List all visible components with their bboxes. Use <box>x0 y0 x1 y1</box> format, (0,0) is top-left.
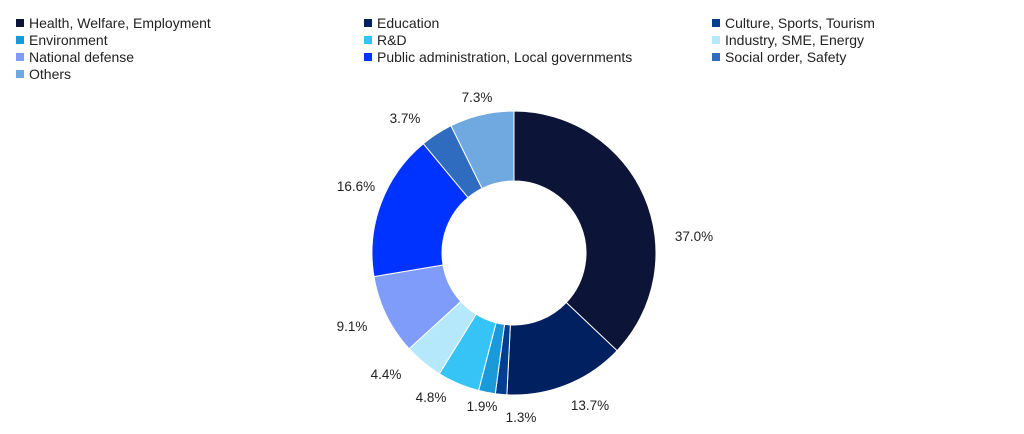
legend-item: Culture, Sports, Tourism <box>712 15 875 31</box>
legend-swatch <box>364 36 372 44</box>
legend-swatch <box>712 36 720 44</box>
legend-swatch <box>16 53 24 61</box>
legend-swatch <box>16 70 24 78</box>
legend-label: National defense <box>29 49 135 65</box>
legend-label: Public administration, Local governments <box>377 49 633 65</box>
legend-item: Health, Welfare, Employment <box>16 15 211 31</box>
legend-item: National defense <box>16 49 134 65</box>
data-label: 16.6% <box>337 179 375 194</box>
legend-item: Education <box>364 15 439 31</box>
legend-swatch <box>712 19 720 27</box>
legend-label: Education <box>377 15 440 31</box>
legend-item: Industry, SME, Energy <box>712 32 864 48</box>
data-label: 9.1% <box>337 319 368 334</box>
legend-swatch <box>364 19 372 27</box>
legend-label: Others <box>29 66 72 82</box>
legend-swatch <box>16 19 24 27</box>
data-label: 4.8% <box>416 390 447 405</box>
donut-slice <box>450 110 515 190</box>
data-label: 37.0% <box>675 229 713 244</box>
legend-swatch <box>712 53 720 61</box>
legend-label: Culture, Sports, Tourism <box>725 15 875 31</box>
legend-swatch <box>364 53 372 61</box>
data-label: 4.4% <box>371 367 402 382</box>
legend-label: Social order, Safety <box>725 49 847 65</box>
legend-label: Health, Welfare, Employment <box>29 15 211 31</box>
legend-item: Environment <box>16 32 108 48</box>
legend-item: R&D <box>364 32 407 48</box>
legend-label: Environment <box>29 32 108 48</box>
data-label: 3.7% <box>390 111 421 126</box>
data-label: 1.3% <box>506 410 537 425</box>
legend-label: Industry, SME, Energy <box>725 32 865 48</box>
data-label: 1.9% <box>467 399 498 414</box>
legend-item: Public administration, Local governments <box>364 49 632 65</box>
legend-label: R&D <box>377 32 407 48</box>
data-label: 7.3% <box>462 90 493 105</box>
legend-item: Others <box>16 66 71 82</box>
legend-swatch <box>16 36 24 44</box>
legend-item: Social order, Safety <box>712 49 846 65</box>
data-label: 13.7% <box>571 398 609 413</box>
donut-slice <box>513 110 657 352</box>
